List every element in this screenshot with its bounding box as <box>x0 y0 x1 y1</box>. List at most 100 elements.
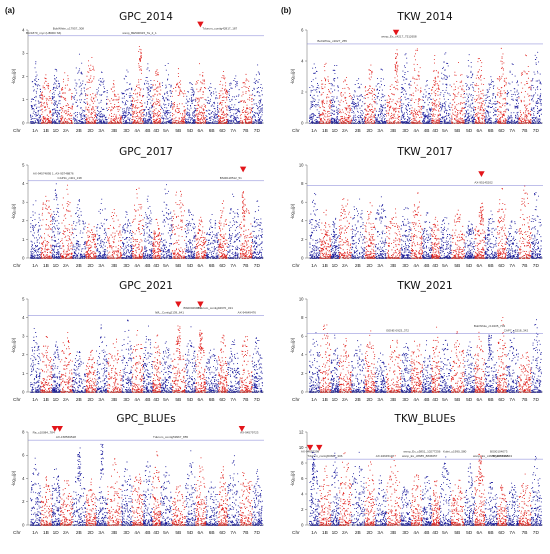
chr-2B-points <box>72 199 87 259</box>
chr-2A-points <box>338 198 352 259</box>
chromosome-label: 2D <box>366 128 373 134</box>
x-axis-first-label: Chr <box>13 397 21 403</box>
chr-7D-points <box>251 64 263 124</box>
y-tick-label: 3 <box>22 51 25 56</box>
chr-1D-points <box>51 68 61 124</box>
chr-2D-points <box>85 349 97 393</box>
snp-point-cloud <box>95 71 108 124</box>
panel-gpc-2017: GPC_2017 0 1 2 3 4 5 -log₁₀(p) CAP11_c401_138AX-… <box>11 146 264 269</box>
y-axis-label: -log₁₀(p) <box>11 470 16 486</box>
y-axis-label: -log₁₀(p) <box>11 337 16 353</box>
chr-1B-points <box>40 195 53 259</box>
chromosome-label: 6A <box>476 263 483 269</box>
chr-6D-points <box>496 484 507 526</box>
chr-1A-points <box>309 192 321 259</box>
snp-point-cloud <box>374 475 387 526</box>
chr-1D-points <box>51 341 61 393</box>
chromosome-label: 1D <box>53 530 60 536</box>
chr-2D-points <box>85 478 97 526</box>
chr-6B-points <box>484 210 498 259</box>
snp-point-cloud <box>386 339 402 393</box>
chr-5B-points <box>171 485 186 526</box>
y-axis-label: -log₁₀(p) <box>290 68 295 84</box>
snp-point-cloud <box>251 200 263 259</box>
snp-point-cloud <box>59 184 73 259</box>
chr-2D-points <box>364 330 376 393</box>
chr-6D-points <box>496 47 507 124</box>
snp-annotation-label: BobWhite_c17957_308 <box>53 26 85 30</box>
snp-point-cloud <box>51 341 61 393</box>
snp-point-cloud <box>227 455 241 526</box>
chromosome-label: 4A <box>413 128 420 134</box>
snp-point-cloud <box>131 187 144 259</box>
chr-6A-points <box>474 331 486 393</box>
chr-5B-points <box>450 62 465 124</box>
y-tick-label: 4 <box>22 315 25 320</box>
chr-3D-points <box>400 53 412 124</box>
snp-point-cloud <box>496 317 507 393</box>
snp-point-cloud <box>450 331 465 393</box>
chr-6D-points <box>217 334 228 393</box>
chromosome-label: 5D <box>187 128 194 134</box>
snp-point-cloud <box>40 335 53 393</box>
chr-2D-points <box>364 202 376 259</box>
chr-3B-points <box>386 339 402 393</box>
chr-2B-points <box>72 459 87 526</box>
chr-3A-points <box>95 198 108 259</box>
snp-point-cloud <box>309 63 321 124</box>
chromosome-label: 7D <box>533 128 540 134</box>
chr-6B-points <box>205 348 219 393</box>
y-tick-label: 6 <box>301 334 304 339</box>
peak-points <box>199 329 203 354</box>
snp-point-cloud <box>160 184 173 259</box>
snp-points <box>30 183 263 259</box>
snp-point-cloud <box>51 183 61 259</box>
snp-point-cloud <box>330 452 340 526</box>
chromosome-label: 1D <box>332 128 339 134</box>
chromosome-label: 7B <box>243 263 249 269</box>
snp-point-cloud <box>85 223 97 259</box>
chromosome-label: 7B <box>243 128 249 134</box>
snp-points <box>30 450 263 526</box>
snp-point-cloud <box>421 476 432 526</box>
chromosome-label: 6D <box>219 128 226 134</box>
y-tick-label: 2 <box>22 499 25 504</box>
chromosome-label: 6A <box>476 128 483 134</box>
marker-triangle-icon <box>478 171 485 178</box>
panel-gpc-2014: GPC_2014 0 1 2 3 4 -log₁₀(p) BA/1870_myc (HB060… <box>11 11 264 134</box>
snp-point-cloud <box>160 466 173 526</box>
chromosome-label: 1B <box>43 263 49 269</box>
chr-3B-points <box>386 208 402 259</box>
chromosome-label: 5B <box>454 530 460 536</box>
chr-4B-points <box>143 325 154 393</box>
chromosome-label: 3D <box>402 397 409 403</box>
chromosome-label: 4B <box>424 128 430 134</box>
snp-point-cloud <box>107 208 123 259</box>
snp-point-cloud <box>496 188 507 259</box>
snp-point-cloud <box>506 220 520 259</box>
snp-point-cloud <box>374 196 387 259</box>
chr-2B-points <box>72 53 87 124</box>
chromosome-label: 7A <box>509 530 516 536</box>
y-tick-label: 8 <box>301 460 304 465</box>
chromosome-label: 6D <box>219 530 226 536</box>
chromosome-label: 7D <box>254 530 261 536</box>
chromosome-label: 3A <box>98 397 105 403</box>
snp-point-cloud <box>239 73 253 124</box>
chr-1A-points <box>30 457 42 526</box>
chromosome-label: 3B <box>390 397 396 403</box>
chromosome-label: 1B <box>322 128 328 134</box>
chromosome-label: 7A <box>230 397 237 403</box>
chromosome-label: 6A <box>197 530 204 536</box>
snp-point-cloud <box>431 326 441 393</box>
snp-point-cloud <box>484 76 498 124</box>
chr-5A-points <box>160 466 173 526</box>
y-tick-label: 4 <box>22 476 25 481</box>
chromosome-label: 5D <box>187 263 194 269</box>
snp-point-cloud <box>195 343 207 393</box>
snp-point-cloud <box>171 190 186 259</box>
snp-point-cloud <box>410 474 423 526</box>
snp-point-cloud <box>319 209 332 259</box>
chromosome-label: 6D <box>498 397 505 403</box>
chromosome-label: 6A <box>476 530 483 536</box>
